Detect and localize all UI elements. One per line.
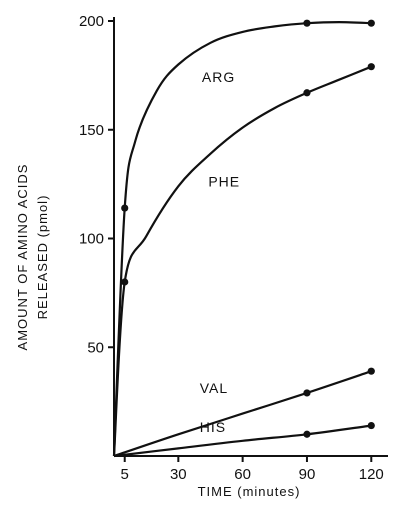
data-point-phe [121, 278, 129, 286]
series-his: HIS [113, 419, 375, 458]
series-line-phe [112, 65, 372, 457]
axes: 50 100 150 200 5 30 60 90 120 [79, 13, 388, 483]
data-point-his [367, 421, 375, 430]
x-axis-title: TIME (minutes) [198, 484, 301, 499]
x-tick-label: 60 [234, 466, 251, 483]
y-axis-title-line2: RELEASED (pmol) [35, 195, 50, 320]
y-tick-label: 150 [79, 122, 104, 139]
data-point-arg [367, 19, 375, 27]
data-point-val [303, 389, 311, 397]
y-axis-title-line1: AMOUNT OF AMINO ACIDS [15, 164, 30, 351]
series-line-arg [112, 21, 372, 457]
series-layer: ARG PHE VAL HIS [112, 19, 375, 458]
y-tick-label: 200 [79, 13, 104, 30]
series-arg: ARG [112, 19, 375, 457]
series-label-val: VAL [200, 380, 228, 396]
data-point-phe [303, 89, 311, 97]
x-tick-label: 30 [170, 466, 187, 483]
series-label-phe: PHE [208, 173, 240, 189]
series-line-val [113, 370, 372, 458]
series-label-his: HIS [200, 419, 226, 435]
x-tick-label: 90 [299, 466, 316, 483]
series-line-his [113, 424, 372, 458]
series-val: VAL [113, 367, 375, 458]
x-tick-label: 5 [121, 466, 129, 483]
data-point-arg [303, 19, 311, 27]
series-phe: PHE [112, 63, 375, 457]
data-point-val [367, 367, 375, 375]
y-tick-label: 50 [87, 339, 104, 356]
data-point-his [303, 430, 311, 438]
y-tick-label: 100 [79, 231, 104, 248]
data-point-phe [367, 63, 375, 71]
data-point-arg [121, 204, 129, 212]
series-label-arg: ARG [202, 69, 235, 85]
x-tick-label: 120 [359, 466, 384, 483]
